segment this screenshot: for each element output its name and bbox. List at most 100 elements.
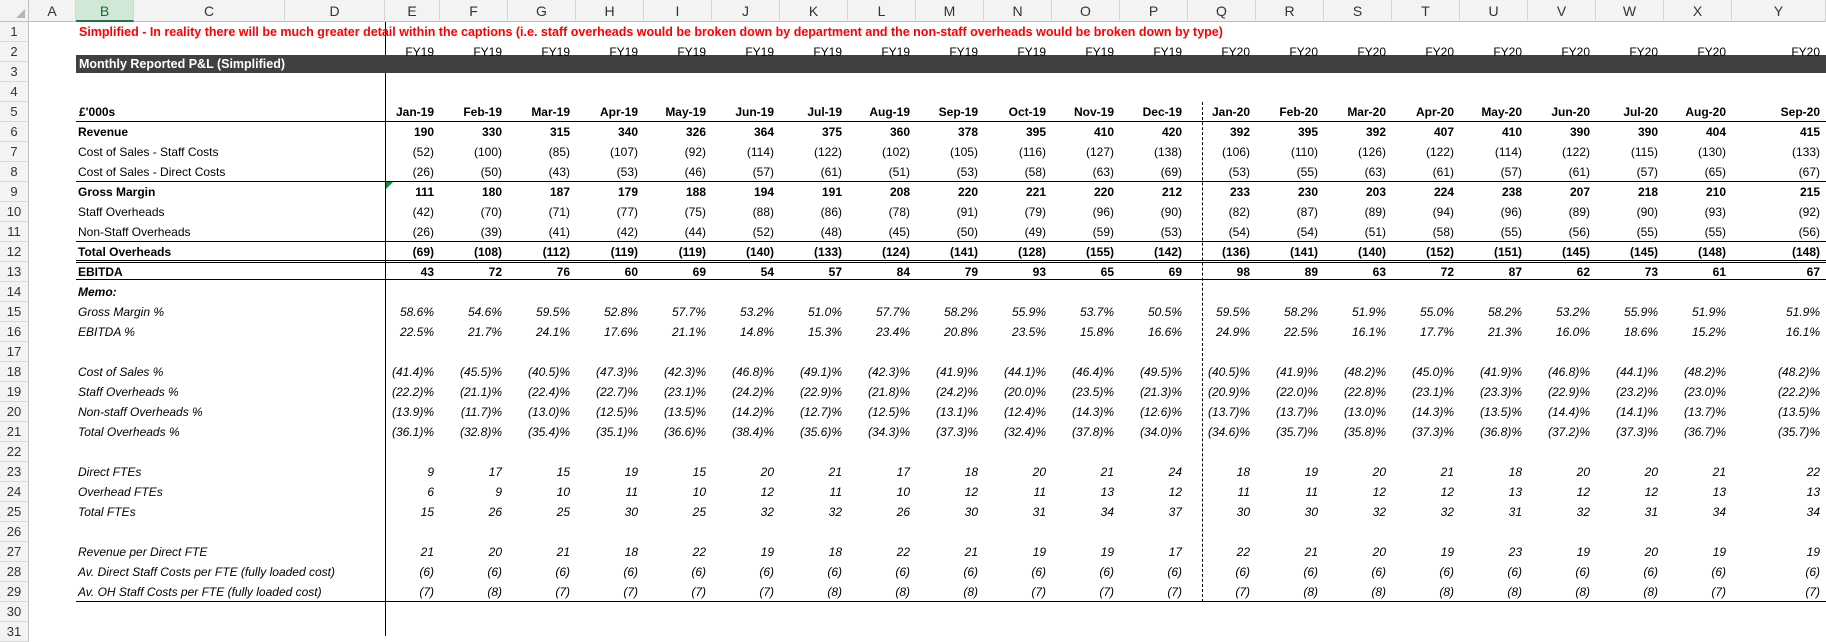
fiscal-year-cell[interactable]: FY19 — [1017, 45, 1046, 59]
value-cell[interactable]: 21 — [828, 465, 842, 479]
row-label[interactable]: Overhead FTEs — [78, 485, 163, 499]
value-cell[interactable]: (41.4)% — [391, 365, 434, 379]
value-cell[interactable]: (89) — [1568, 205, 1590, 219]
value-cell[interactable]: (14.3)% — [1411, 405, 1454, 419]
value-cell[interactable]: 16.6% — [1147, 325, 1182, 339]
value-cell[interactable]: (96) — [1092, 205, 1114, 219]
value-cell[interactable]: (53) — [1228, 165, 1250, 179]
value-cell[interactable]: 19 — [1304, 465, 1318, 479]
value-cell[interactable]: 34 — [1100, 505, 1114, 519]
value-cell[interactable]: (124) — [881, 245, 910, 259]
value-cell[interactable]: 93 — [1032, 265, 1046, 279]
value-cell[interactable]: (89) — [1364, 205, 1386, 219]
value-cell[interactable]: (59) — [1092, 225, 1114, 239]
value-cell[interactable]: (6) — [963, 565, 978, 579]
value-cell[interactable]: (7) — [1235, 585, 1250, 599]
value-cell[interactable]: (22.9)% — [799, 385, 842, 399]
value-cell[interactable]: (148) — [1791, 245, 1820, 259]
value-cell[interactable]: 19 — [1712, 545, 1726, 559]
month-header-cell[interactable]: Feb-20 — [1279, 105, 1318, 119]
value-cell[interactable]: 22.5% — [399, 325, 434, 339]
value-cell[interactable]: 72 — [1440, 265, 1454, 279]
column-header-d[interactable]: D — [285, 0, 385, 22]
value-cell[interactable]: (20.0)% — [1003, 385, 1046, 399]
value-cell[interactable]: 76 — [556, 265, 570, 279]
row-label[interactable]: Total FTEs — [78, 505, 136, 519]
column-header-y[interactable]: Y — [1732, 0, 1826, 22]
value-cell[interactable]: 57 — [828, 265, 842, 279]
value-cell[interactable]: 17.7% — [1419, 325, 1454, 339]
value-cell[interactable]: (93) — [1704, 205, 1726, 219]
value-cell[interactable]: 84 — [896, 265, 910, 279]
month-header-cell[interactable]: Jul-19 — [807, 105, 842, 119]
column-header-c[interactable]: C — [134, 0, 285, 22]
value-cell[interactable]: 221 — [1025, 185, 1046, 199]
column-header-t[interactable]: T — [1392, 0, 1460, 22]
row-label[interactable]: Cost of Sales % — [78, 365, 164, 379]
value-cell[interactable]: (58) — [1432, 225, 1454, 239]
value-cell[interactable]: (130) — [1697, 145, 1726, 159]
column-header-o[interactable]: O — [1052, 0, 1120, 22]
value-cell[interactable]: 20 — [1644, 545, 1658, 559]
value-cell[interactable]: (39) — [480, 225, 502, 239]
month-header-cell[interactable]: Aug-20 — [1685, 105, 1726, 119]
value-cell[interactable]: 59.5% — [535, 305, 570, 319]
value-cell[interactable]: (48.2)% — [1343, 365, 1386, 379]
value-cell[interactable]: 190 — [413, 125, 434, 139]
month-header-cell[interactable]: May-20 — [1481, 105, 1522, 119]
month-header-cell[interactable]: Nov-19 — [1073, 105, 1114, 119]
value-cell[interactable]: (35.7)% — [1275, 425, 1318, 439]
value-cell[interactable]: 13 — [1712, 485, 1726, 499]
value-cell[interactable]: (6) — [691, 565, 706, 579]
fiscal-year-cell[interactable]: FY20 — [1697, 45, 1726, 59]
value-cell[interactable]: 16.1% — [1785, 325, 1820, 339]
month-header-cell[interactable]: Feb-19 — [463, 105, 502, 119]
value-cell[interactable]: (6) — [1439, 565, 1454, 579]
value-cell[interactable]: 390 — [1569, 125, 1590, 139]
value-cell[interactable]: 20.8% — [943, 325, 978, 339]
value-cell[interactable]: (40.5)% — [1207, 365, 1250, 379]
fiscal-year-cell[interactable]: FY20 — [1357, 45, 1386, 59]
value-cell[interactable]: (14.3)% — [1071, 405, 1114, 419]
value-cell[interactable]: (148) — [1697, 245, 1726, 259]
column-header-v[interactable]: V — [1528, 0, 1596, 22]
fiscal-year-cell[interactable]: FY19 — [813, 45, 842, 59]
value-cell[interactable]: 9 — [495, 485, 502, 499]
value-cell[interactable]: 23.4% — [875, 325, 910, 339]
value-cell[interactable]: (32.4)% — [1003, 425, 1046, 439]
value-cell[interactable]: 55.0% — [1419, 305, 1454, 319]
column-header-u[interactable]: U — [1460, 0, 1528, 22]
value-cell[interactable]: 31 — [1644, 505, 1658, 519]
value-cell[interactable]: (127) — [1085, 145, 1114, 159]
value-cell[interactable]: (6) — [1507, 565, 1522, 579]
value-cell[interactable]: (41.9)% — [1275, 365, 1318, 379]
value-cell[interactable]: 410 — [1501, 125, 1522, 139]
value-cell[interactable]: (94) — [1432, 205, 1454, 219]
month-header-cell[interactable]: May-19 — [665, 105, 706, 119]
value-cell[interactable]: (26) — [412, 165, 434, 179]
value-cell[interactable]: 17 — [488, 465, 502, 479]
value-cell[interactable]: (44.1)% — [1615, 365, 1658, 379]
value-cell[interactable]: 9 — [427, 465, 434, 479]
value-cell[interactable]: (36.6)% — [663, 425, 706, 439]
value-cell[interactable]: (36.1)% — [391, 425, 434, 439]
row-header-22[interactable]: 22 — [0, 442, 29, 462]
value-cell[interactable]: (54) — [1296, 225, 1318, 239]
value-cell[interactable]: (8) — [1439, 585, 1454, 599]
value-cell[interactable]: (8) — [1371, 585, 1386, 599]
value-cell[interactable]: (7) — [1711, 585, 1726, 599]
value-cell[interactable]: (41.9)% — [935, 365, 978, 379]
row-label[interactable]: Staff Overheads — [78, 205, 165, 219]
value-cell[interactable]: (6) — [1235, 565, 1250, 579]
value-cell[interactable]: (114) — [746, 145, 774, 159]
value-cell[interactable]: (122) — [1425, 145, 1454, 159]
value-cell[interactable]: (6) — [1805, 565, 1820, 579]
value-cell[interactable]: (49.1)% — [799, 365, 842, 379]
value-cell[interactable]: 12 — [1576, 485, 1590, 499]
value-cell[interactable]: (23.1)% — [1411, 385, 1454, 399]
value-cell[interactable]: 43 — [420, 265, 434, 279]
value-cell[interactable]: 20 — [1372, 465, 1386, 479]
value-cell[interactable]: (6) — [1031, 565, 1046, 579]
value-cell[interactable]: (22.0)% — [1275, 385, 1318, 399]
value-cell[interactable]: (77) — [616, 205, 638, 219]
